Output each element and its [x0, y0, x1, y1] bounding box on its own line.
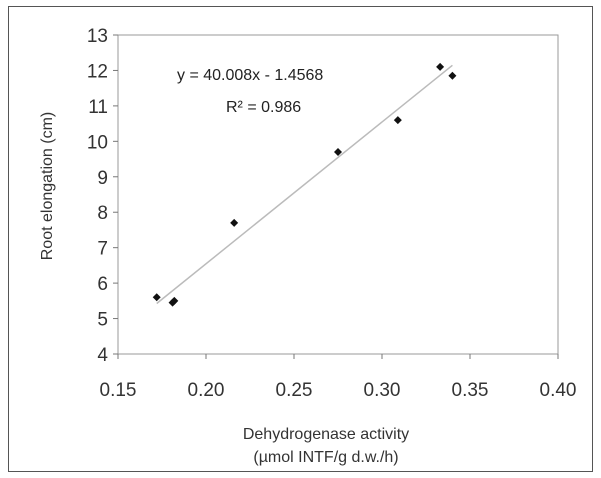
y-tick-label: 9	[97, 168, 108, 189]
y-tick-label: 5	[97, 310, 108, 331]
x-tick-labels: 0.15 0.20 0.25 0.30 0.35 0.40	[100, 354, 577, 401]
plot-area	[117, 34, 559, 355]
y-tick-labels: 4 5 6 7 8 9 10 11 12 13	[87, 26, 118, 366]
data-point	[230, 218, 239, 227]
x-tick-label: 0.35	[452, 380, 489, 401]
trendline-layer	[156, 64, 453, 305]
y-tick-label: 7	[97, 239, 108, 260]
y-tick-label: 11	[88, 97, 108, 118]
trendline	[156, 64, 453, 305]
y-tick-label: 6	[97, 274, 108, 295]
data-point	[448, 71, 457, 80]
trendline-equation: y = 40.008x - 1.4568	[177, 67, 323, 84]
y-tick-label: 8	[97, 203, 108, 224]
data-point	[334, 147, 342, 156]
x-tick-label: 0.20	[188, 380, 225, 401]
data-point	[170, 296, 179, 305]
chart-frame	[8, 6, 593, 472]
y-tick-label: 13	[87, 26, 108, 47]
x-axis-title: Dehydrogenase activity	[242, 426, 410, 443]
x-tick-label: 0.25	[276, 380, 313, 401]
plot-border	[117, 34, 559, 355]
x-tick-label: 0.15	[100, 380, 137, 401]
x-tick-label: 0.30	[364, 380, 401, 401]
y-tick-label: 12	[87, 61, 108, 82]
x-axis-title-units: (µmol INTF/g d.w./h)	[253, 449, 399, 466]
data-point	[152, 293, 161, 302]
y-axis-title: Root elongation (cm)	[39, 112, 56, 261]
data-point	[436, 62, 445, 71]
r-squared-label: R² = 0.986	[226, 99, 301, 116]
data-point	[393, 116, 402, 125]
y-tick-label: 10	[87, 132, 108, 153]
y-tick-label: 4	[97, 345, 108, 366]
data-points	[152, 62, 457, 307]
x-tick-label: 0.40	[540, 380, 577, 401]
